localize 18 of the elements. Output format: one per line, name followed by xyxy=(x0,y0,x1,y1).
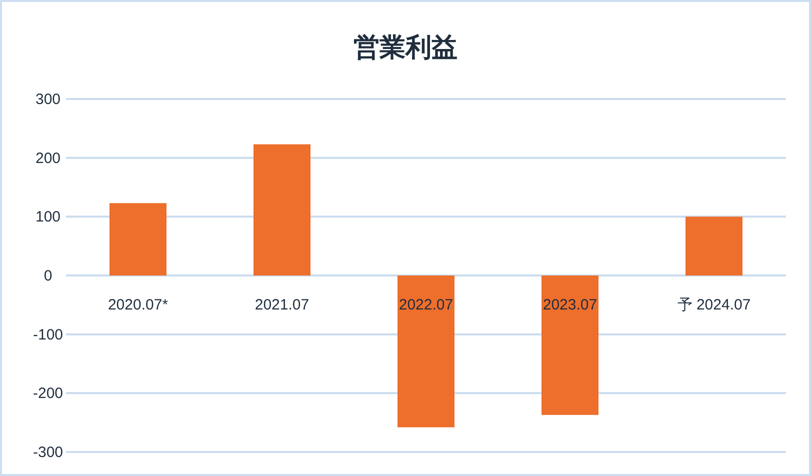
bar xyxy=(542,276,598,415)
x-tick-label: 2021.07 xyxy=(254,296,310,314)
bar xyxy=(686,216,742,276)
y-tick-label: -300 xyxy=(32,444,64,461)
chart-title: 営業利益 xyxy=(354,32,458,62)
bar xyxy=(398,276,454,428)
y-tick-label: 100 xyxy=(35,208,61,226)
bar xyxy=(110,203,166,276)
y-tick-label: 0 xyxy=(44,268,52,284)
x-tick-label: 2022.07 xyxy=(398,296,454,314)
y-tick-label: -100 xyxy=(32,326,64,344)
x-tick-label: 予 2024.07 xyxy=(677,296,751,314)
bar xyxy=(254,144,310,276)
x-tick-label: 2020.07* xyxy=(108,296,168,314)
x-tick-label: 2023.07 xyxy=(542,296,598,314)
y-tick-label: 200 xyxy=(35,150,61,167)
y-tick-label: 300 xyxy=(35,91,61,108)
y-tick-label: -200 xyxy=(32,385,64,402)
